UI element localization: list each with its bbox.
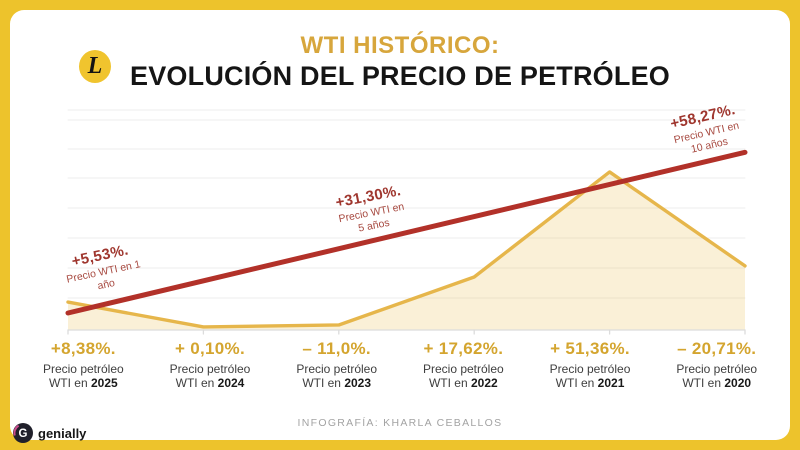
stat-year: 2021	[597, 375, 625, 390]
stat-2022: + 17,62%. Precio petróleo WTI en 2022	[400, 339, 527, 390]
stat-2020: – 20,71%. Precio petróleo WTI en 2020	[653, 339, 780, 390]
stat-label-line1: Precio petróleo	[549, 362, 631, 376]
stat-value: – 11,0%.	[302, 339, 371, 358]
stat-2023: – 11,0%. Precio petróleo WTI en 2023	[273, 339, 400, 390]
stat-value: + 0,10%.	[175, 339, 245, 358]
stat-label-line1: Precio petróleo	[676, 362, 758, 376]
stat-year: 2022	[471, 375, 498, 390]
stat-label-text: WTI en	[302, 375, 341, 390]
stat-year: 2024	[217, 375, 245, 390]
genially-badge[interactable]: G genially	[13, 423, 86, 443]
stat-value: – 20,71%.	[677, 339, 757, 358]
stat-label-line1: Precio petróleo	[42, 362, 124, 376]
stat-label-line2: WTI en 2025	[20, 375, 147, 391]
credit-text: INFOGRAFÍA: KHARLA CEBALLOS	[297, 417, 503, 429]
chart-kicker: WTI HISTÓRICO:	[300, 32, 500, 59]
stat-label-text: WTI en	[555, 375, 595, 390]
svg-text:G: G	[19, 428, 28, 440]
stat-value: +8,38%.	[50, 339, 116, 358]
stat-label-line1: Precio petróleo	[422, 362, 504, 376]
stat-label-line1: Precio petróleo	[169, 362, 251, 376]
stat-label-line2: WTI en 2022	[400, 375, 527, 391]
stat-label-line2: WTI en 2024	[147, 375, 274, 391]
stat-year: 2023	[344, 375, 372, 390]
stat-year: 2025	[90, 375, 118, 390]
stat-value: + 17,62%.	[423, 339, 504, 358]
stat-label-line2: WTI en 2021	[527, 375, 654, 391]
yearly-stats-row: +8,38%. Precio petróleo WTI en 2025 + 0,…	[20, 339, 780, 390]
stat-2024: + 0,10%. Precio petróleo WTI en 2024	[147, 339, 274, 390]
annotation-label-line2: año	[96, 277, 117, 293]
genially-logo-icon: G	[13, 423, 33, 443]
listin-diario-logo: L	[79, 50, 111, 83]
stat-value: + 51,36%.	[550, 339, 630, 358]
stat-label-line2: WTI en 2023	[273, 375, 400, 391]
stat-label-line1: Precio petróleo	[296, 362, 378, 376]
stat-2025: +8,38%. Precio petróleo WTI en 2025	[20, 339, 147, 390]
stat-year: 2020	[724, 375, 752, 390]
chart-title: EVOLUCIÓN DEL PRECIO DE PETRÓLEO	[130, 60, 670, 91]
stat-2021: + 51,36%. Precio petróleo WTI en 2021	[527, 339, 654, 390]
stat-label-text: WTI en	[48, 375, 88, 390]
stat-label-text: WTI en	[175, 375, 215, 390]
genially-brand-label: genially	[38, 425, 87, 441]
header: WTI HISTÓRICO: EVOLUCIÓN DEL PRECIO DE P…	[0, 32, 800, 92]
stat-label-text: WTI en	[682, 375, 721, 390]
stat-label-line2: WTI en 2020	[653, 375, 780, 391]
stat-label-text: WTI en	[428, 375, 468, 390]
logo-letter: L	[87, 52, 103, 79]
